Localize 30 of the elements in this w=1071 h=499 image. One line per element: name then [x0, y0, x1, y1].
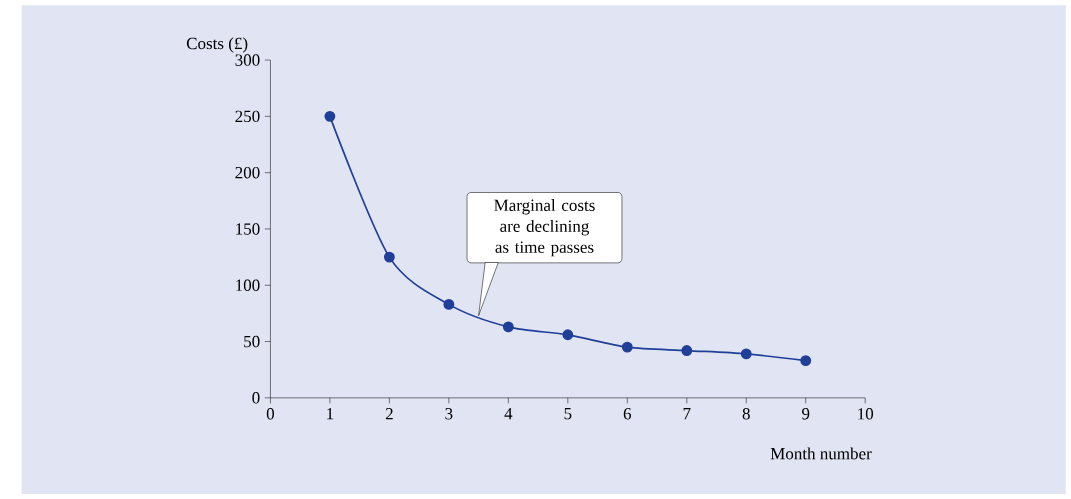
annotation: Marginal costs are declining as time passes	[494, 198, 595, 257]
y-tick-label: 200	[235, 166, 260, 179]
x-axis-title: Month number	[770, 447, 872, 460]
point	[681, 344, 693, 356]
y-tick-label: 300	[235, 54, 260, 66]
x-tick-label: 8	[742, 407, 750, 420]
y-axis-title: Costs (£)	[186, 37, 248, 53]
point	[621, 341, 633, 353]
x-tick-label: 3	[445, 407, 453, 420]
point	[443, 298, 455, 310]
point	[800, 355, 812, 366]
y-tick-label: 50	[244, 335, 260, 348]
x-tick-label: 1	[327, 407, 334, 420]
x-tick-label: 2	[385, 407, 393, 420]
y-tick-label: 150	[236, 223, 260, 235]
point	[324, 110, 336, 122]
y-tick-label: 0	[252, 391, 260, 404]
x-tick-label: 5	[564, 407, 572, 420]
x-tick-label: 6	[623, 407, 632, 420]
y-tick-label: 250	[235, 110, 260, 122]
x-tick-label: 0	[266, 407, 275, 420]
x-tick-label: 7	[683, 407, 691, 420]
point	[383, 251, 395, 263]
point	[502, 321, 514, 333]
x-tick-label: 4	[504, 407, 513, 420]
point	[740, 348, 752, 360]
y-tick-label: 100	[236, 279, 260, 291]
point	[562, 329, 574, 341]
x-tick-label: 9	[802, 407, 810, 420]
x-tick-label: 10	[858, 407, 874, 420]
